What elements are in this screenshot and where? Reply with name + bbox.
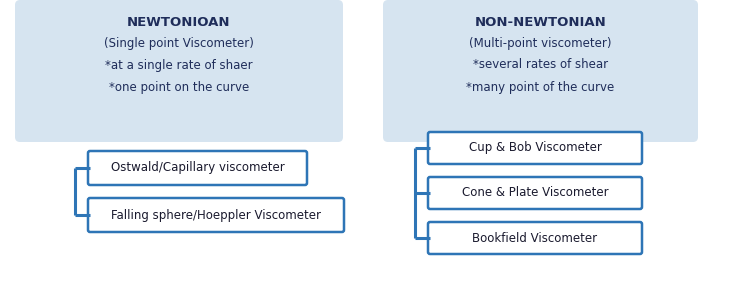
Text: *several rates of shear: *several rates of shear [473,59,608,71]
Text: *one point on the curve: *one point on the curve [109,81,249,94]
Text: Cone & Plate Viscometer: Cone & Plate Viscometer [461,186,608,200]
Text: NEWTONIOAN: NEWTONIOAN [127,16,231,29]
Text: *at a single rate of shaer: *at a single rate of shaer [105,59,253,71]
Text: Falling sphere/Hoeppler Viscometer: Falling sphere/Hoeppler Viscometer [111,208,321,221]
Text: NON-NEWTONIAN: NON-NEWTONIAN [474,16,607,29]
FancyBboxPatch shape [428,222,642,254]
FancyBboxPatch shape [383,0,698,142]
Text: Ostwald/Capillary viscometer: Ostwald/Capillary viscometer [111,161,285,175]
Text: Bookfield Viscometer: Bookfield Viscometer [472,231,598,245]
Text: *many point of the curve: *many point of the curve [466,81,615,94]
FancyBboxPatch shape [428,132,642,164]
Text: Cup & Bob Viscometer: Cup & Bob Viscometer [469,141,602,155]
FancyBboxPatch shape [428,177,642,209]
Text: (Multi-point viscometer): (Multi-point viscometer) [469,36,612,49]
Text: (Single point Viscometer): (Single point Viscometer) [104,36,254,49]
FancyBboxPatch shape [15,0,343,142]
FancyBboxPatch shape [88,151,307,185]
FancyBboxPatch shape [88,198,344,232]
